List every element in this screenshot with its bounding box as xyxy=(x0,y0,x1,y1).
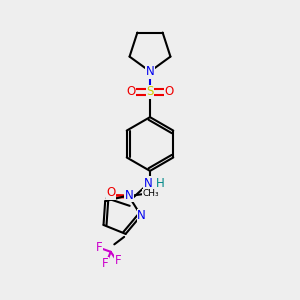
Text: N: N xyxy=(124,189,133,202)
Text: O: O xyxy=(126,85,135,98)
Text: O: O xyxy=(165,85,174,98)
Text: F: F xyxy=(101,257,108,270)
Text: N: N xyxy=(143,177,152,190)
Text: F: F xyxy=(115,254,122,267)
Text: O: O xyxy=(106,187,116,200)
Text: N: N xyxy=(146,65,154,78)
Text: N: N xyxy=(137,209,146,222)
Text: CH₃: CH₃ xyxy=(142,189,159,198)
Text: S: S xyxy=(146,85,154,98)
Text: F: F xyxy=(96,241,103,254)
Text: H: H xyxy=(155,177,164,190)
